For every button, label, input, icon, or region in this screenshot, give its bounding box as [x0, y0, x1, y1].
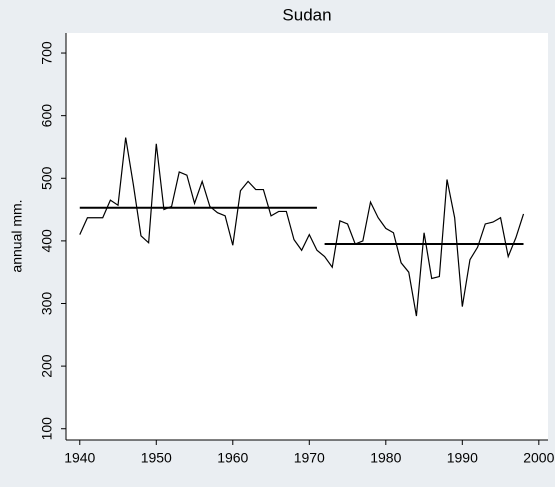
- x-tick-label: 1990: [447, 450, 478, 466]
- plot-area: [66, 33, 548, 440]
- y-tick-label: 700: [39, 41, 55, 65]
- y-axis-label: annual mm.: [9, 199, 25, 272]
- chart-title: Sudan: [282, 5, 331, 24]
- x-tick-label: 1970: [294, 450, 325, 466]
- y-tick-label: 300: [39, 292, 55, 316]
- y-tick-label: 400: [39, 229, 55, 253]
- data-line: [79, 137, 525, 317]
- y-tick-label: 500: [39, 166, 55, 190]
- x-tick-label: 2000: [523, 450, 554, 466]
- x-tick-label: 1980: [370, 450, 401, 466]
- x-tick-label: 1940: [64, 450, 95, 466]
- x-tick-label: 1950: [141, 450, 172, 466]
- y-tick-label: 600: [39, 104, 55, 128]
- y-tick-label: 100: [39, 417, 55, 441]
- x-tick-label: 1960: [217, 450, 248, 466]
- y-tick-label: 200: [39, 354, 55, 378]
